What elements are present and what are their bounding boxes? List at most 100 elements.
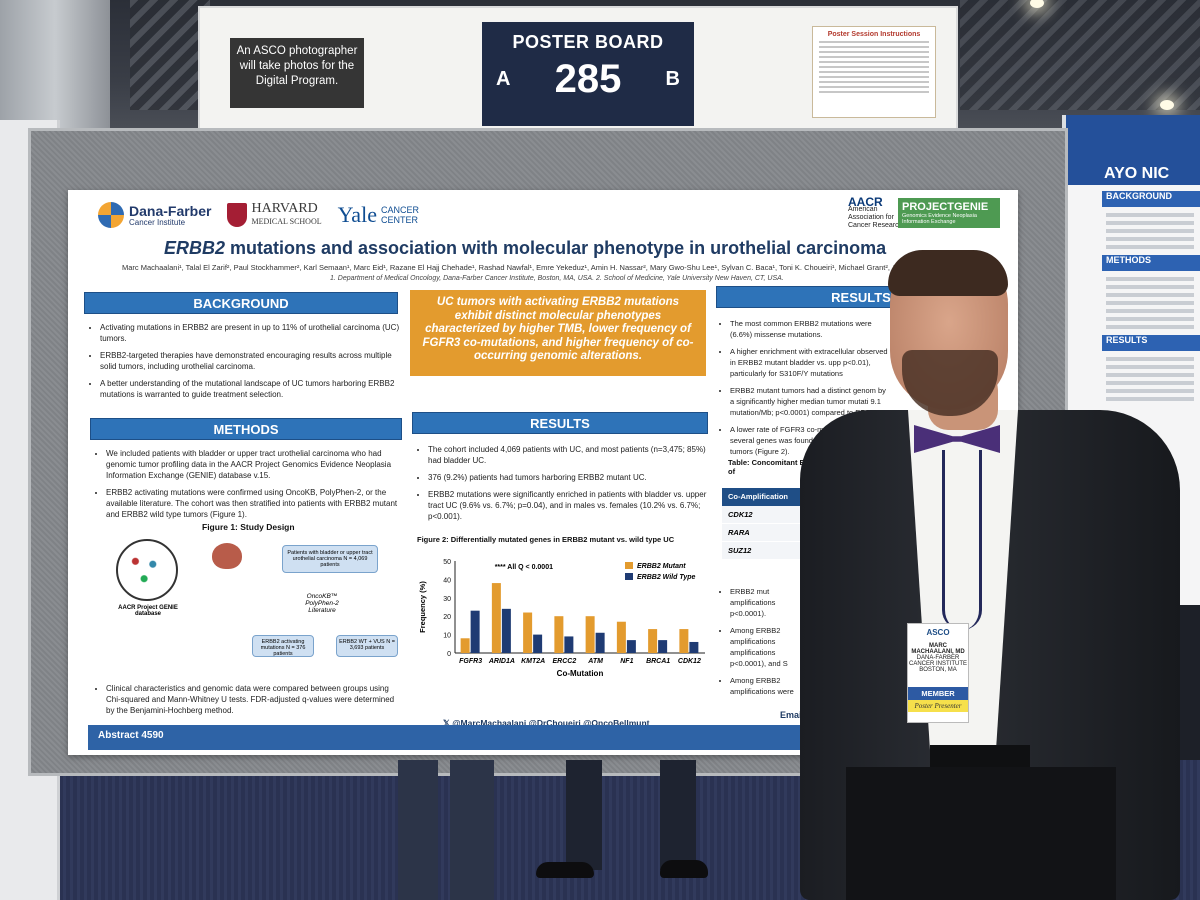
list-item: ERBB2 activating mutations were confirme… <box>106 487 402 520</box>
results-right-lower: ERBB2 mut amplifications p<0.0001). Amon… <box>720 586 800 703</box>
side-a-label: A <box>496 68 511 90</box>
x-tick-label: BRCA1 <box>646 658 670 665</box>
table-header: Co-Amplification <box>722 488 802 506</box>
chart-bar <box>626 640 636 653</box>
chart-bar <box>648 629 658 653</box>
background-people <box>398 760 718 900</box>
table-row: CDK12 <box>722 506 802 524</box>
board-number: 285 <box>554 57 622 101</box>
key-finding-box: UC tumors with activating ERBB2 mutation… <box>410 290 706 376</box>
methods-list: We included patients with bladder or upp… <box>96 448 402 526</box>
neighbour-section-heading: BACKGROUND <box>1102 191 1200 207</box>
instructions-title: Poster Session Instructions <box>827 31 921 38</box>
legend-swatch <box>625 573 633 580</box>
wild-type-box: ERBB2 WT + VUS N = 3,693 patients <box>336 635 398 657</box>
significance-annotation: **** All Q < 0.0001 <box>495 564 553 571</box>
poster-board-sign: POSTER BOARD A 285 B <box>482 22 694 126</box>
name-badge: ASCO MARC MACHAALANI, MD DANA-FARBER CAN… <box>907 623 969 723</box>
list-item: We included patients with bladder or upp… <box>106 448 402 481</box>
list-item: Among ERBB2 amplifications were <box>730 675 800 697</box>
chart-title: Figure 2: Differentially mutated genes i… <box>417 535 675 544</box>
ceiling-light <box>1160 100 1174 110</box>
methods-closing: Clinical characteristics and genomic dat… <box>96 683 402 722</box>
chart-bar <box>585 616 595 653</box>
chart-bar <box>533 634 543 653</box>
x-logo-icon: 𝕏 <box>443 718 453 728</box>
x-tick-label: KMT2A <box>521 658 545 665</box>
list-item: The cohort included 4,069 patients with … <box>428 444 710 466</box>
y-tick-label: 30 <box>443 596 451 603</box>
population-icon <box>116 539 178 601</box>
hair <box>888 250 1008 296</box>
chart-bar <box>460 638 470 653</box>
x-axis-label: Co-Mutation <box>557 669 604 678</box>
list-item: ERBB2-targeted therapies have demonstrat… <box>100 350 400 372</box>
neighbour-section-heading: METHODS <box>1102 255 1200 271</box>
y-axis-label: Frequency (%) <box>418 581 427 633</box>
oncokb-label: OncoKB™ PolyPhen-2 Literature <box>305 593 339 614</box>
genie-database-label: AACR Project GENIE database <box>118 605 178 617</box>
x-tick-label: CDK12 <box>678 658 701 665</box>
chart-bar <box>689 641 699 653</box>
legend-label: ERBB2 Wild Type <box>637 574 696 581</box>
harvard-logo: HARVARD MEDICAL SCHOOL <box>227 202 322 228</box>
project-genie-logo: PROJECTGENIE Genomics Evidence Neoplasia… <box>898 198 1000 228</box>
ceiling-light <box>1030 0 1044 8</box>
neighbour-section-heading: RESULTS <box>1102 335 1200 351</box>
chart-bar <box>554 616 564 653</box>
session-instructions-sheet: Poster Session Instructions <box>812 26 936 118</box>
shoe <box>536 862 594 878</box>
photographer-notice: An ASCO photographer will take photos fo… <box>230 38 364 108</box>
legend-swatch <box>625 562 633 569</box>
dana-farber-logo: Dana-Farber Cancer Institute <box>98 202 211 228</box>
x-tick-label: FGFR3 <box>459 658 482 665</box>
poster-presenter: ASCO MARC MACHAALANI, MD DANA-FARBER CAN… <box>790 250 1190 900</box>
y-tick-label: 50 <box>443 559 451 566</box>
table-row: RARA <box>722 524 802 542</box>
belt <box>930 745 1030 767</box>
results-right-list: The most common ERBB2 mutations were (6.… <box>720 318 890 463</box>
chart-bar <box>595 632 605 653</box>
x-tick-label: NF1 <box>620 658 633 665</box>
chart-bar <box>679 629 689 653</box>
patients-box: Patients with bladder or upper tract uro… <box>282 545 378 573</box>
chart-bar <box>470 610 480 653</box>
person-leg <box>566 760 602 870</box>
chart-bar <box>658 640 668 653</box>
study-design-diagram: AACR Project GENIE database Patients wit… <box>112 535 402 675</box>
neighbour-poster-header: AYO NIC <box>1066 115 1200 185</box>
side-b-label: B <box>665 68 680 90</box>
list-item: 376 (9.2%) patients had tumors harboring… <box>428 472 710 483</box>
table-row: SUZ12 <box>722 542 802 560</box>
figure1-caption: Figure 1: Study Design <box>202 522 295 532</box>
mutant-box: ERBB2 activating mutations N = 376 patie… <box>252 635 314 657</box>
y-tick-label: 10 <box>443 633 451 640</box>
list-item: ERBB2 mut amplifications p<0.0001). <box>730 586 800 619</box>
person-leg <box>398 760 438 900</box>
bladder-icon <box>212 543 242 569</box>
badge-presenter-ribbon: Poster Presenter <box>908 700 968 712</box>
ceiling-truss <box>960 0 1200 110</box>
chart-bar <box>501 608 511 653</box>
results-list: The cohort included 4,069 patients with … <box>418 444 710 528</box>
chart-bar <box>564 636 574 653</box>
poster-title: ERBB2 mutations and association with mol… <box>164 238 887 258</box>
y-tick-label: 20 <box>443 614 451 621</box>
person-leg <box>660 760 696 870</box>
chart-bar <box>523 612 533 653</box>
list-item: A higher enrichment with extracellular o… <box>730 346 890 379</box>
table-title: Table: Concomitant ER frequency of <box>728 458 848 476</box>
social-handles: 𝕏 @MarcMachaalani @DrChoueiri @OncoBellm… <box>443 718 650 728</box>
x-tick-label: ATM <box>587 658 603 665</box>
list-item: ERBB2 mutant tumors had a distinct genom… <box>730 385 890 418</box>
poster-authors: Marc Machaalani¹, Talal El Zarif², Paul … <box>122 263 907 272</box>
list-item: A lower rate of FGFR3 co-mutation and a … <box>730 424 890 457</box>
poster-board-label: POSTER BOARD <box>512 32 664 52</box>
x-tick-label: ARID1A <box>488 658 515 665</box>
chart-bar <box>491 583 501 653</box>
lanyard <box>942 450 982 630</box>
x-tick-label: ERCC2 <box>553 658 577 665</box>
badge-affil: DANA-FARBER CANCER INSTITUTE BOSTON, MA <box>908 655 967 673</box>
shoe <box>660 860 708 878</box>
results-heading: RESULTS <box>412 412 708 434</box>
